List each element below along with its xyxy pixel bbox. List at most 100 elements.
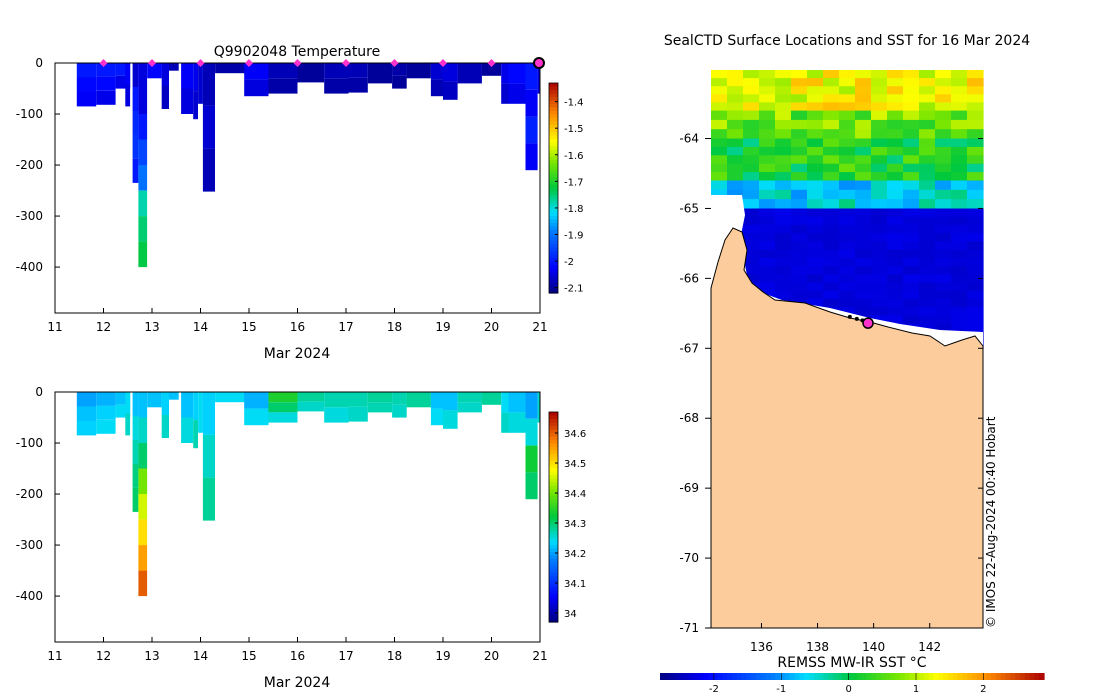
sst-cell-4-10-4 (775, 290, 792, 300)
sst-cell-2-2-9 (855, 155, 872, 165)
profile-cell-14-1 (244, 408, 269, 426)
sst-cell-2-1-9 (855, 146, 872, 156)
sst-cell-4-8-10 (871, 274, 888, 284)
sst-cell-1-2-9 (855, 129, 872, 140)
profile-cell-5-4 (138, 165, 148, 191)
sst-cell-4-5-4 (775, 249, 792, 259)
x-tick-label-11: 11 (47, 649, 62, 663)
profile-cell-15-0 (268, 392, 298, 403)
sst-cell-2-1-1 (727, 146, 744, 156)
profile-cell-20-0 (392, 392, 407, 405)
salinity-cells (76, 392, 540, 597)
colorbar-band-26 (549, 503, 558, 508)
colorbar-band-56 (549, 608, 558, 613)
temperature-panel: Q9902048 Temperature 11 12 13 14 15 16 17 18 19 2… (16, 44, 584, 362)
sst-cell-4-2-12 (903, 224, 920, 234)
temperature-x-label: Mar 2024 (264, 346, 331, 362)
x-tick-label-18: 18 (387, 320, 402, 334)
profile-cell-26-0 (501, 392, 509, 413)
sst-cell-0-1-3 (759, 78, 776, 87)
profile-cell-29-0 (537, 63, 540, 94)
x-tick-label-16: 16 (290, 649, 305, 663)
colorbar-frame (548, 411, 559, 623)
colorbar-band-22 (549, 489, 558, 494)
sst-cell-0-1-16 (967, 78, 984, 87)
profile-cell-4-4 (132, 158, 139, 183)
sst-cell-1-2-11 (887, 129, 904, 140)
sst-cell-0-0-0 (711, 70, 728, 79)
sst-colorbar-band-13 (722, 673, 728, 680)
sst-cell-1-0-2 (743, 110, 760, 121)
sst-cell-3-1-16 (967, 189, 984, 200)
sst-cell-4-11-8 (839, 298, 856, 308)
sst-cell-0-0-8 (839, 70, 856, 79)
sst-cell-0-4-10 (871, 102, 888, 112)
sst-cell-3-1-8 (839, 189, 856, 200)
profile-cell-1-2 (96, 90, 116, 105)
sst-colorbar-band-53 (914, 673, 920, 680)
profile-cell-7-1 (161, 415, 169, 438)
track-point-0 (847, 314, 852, 319)
x-tick-label-21: 21 (532, 649, 547, 663)
sst-cell-0-0-2 (743, 70, 760, 79)
sst-cell-4-5-3 (759, 249, 776, 259)
sst-cell-1-2-7 (823, 129, 840, 140)
sst-colorbar-band-57 (933, 673, 939, 680)
sst-cell-2-2-0 (711, 155, 728, 165)
sst-cell-4-13-11 (887, 315, 904, 325)
sst-cell-4-5-12 (903, 249, 920, 259)
sst-cell-1-0-16 (967, 110, 984, 121)
sst-cell-4-0-5 (791, 208, 808, 218)
profile-cell-1-1 (96, 405, 116, 420)
sst-cell-0-1-14 (935, 78, 952, 87)
sst-cell-4-13-15 (951, 315, 968, 325)
sst-cell-0-4-9 (855, 102, 872, 112)
sst-cell-4-3-14 (935, 233, 952, 242)
sst-cell-3-0-6 (807, 180, 824, 191)
profile-cell-5-2 (138, 443, 148, 469)
sst-cell-1-0-7 (823, 110, 840, 121)
sst-cell-2-4-9 (855, 172, 872, 182)
sst-cell-1-0-10 (871, 110, 888, 121)
profile-cell-4-0 (132, 63, 139, 87)
sst-cell-4-12-13 (919, 307, 936, 316)
sst-cell-4-2-3 (759, 224, 776, 234)
colorbar-band-25 (549, 170, 558, 175)
sst-cell-4-10-7 (823, 290, 840, 300)
colorbar-band-48 (549, 580, 558, 585)
sst-cell-1-1-6 (807, 119, 824, 130)
sst-cell-4-9-10 (871, 282, 888, 292)
colorbar-band-35 (549, 534, 558, 539)
sst-cell-3-2-12 (903, 199, 920, 209)
sst-cell-4-14-16 (967, 323, 984, 333)
sst-cell-4-4-12 (903, 241, 920, 251)
sst-cell-1-0-5 (791, 110, 808, 121)
colorbar-band-59 (549, 618, 558, 623)
current-position-marker (533, 57, 545, 69)
profile-cell-0-0 (76, 63, 97, 78)
sst-cell-0-1-1 (727, 78, 744, 87)
sst-cell-4-6-12 (903, 257, 920, 267)
profile-cell-15-2 (268, 412, 298, 423)
sst-cell-2-0-1 (727, 138, 744, 148)
profile-cell-12-0 (202, 63, 215, 106)
sst-cell-3-0-4 (775, 180, 792, 191)
sst-cell-3-2-2 (743, 199, 760, 209)
colorbar-band-5 (549, 429, 558, 434)
profile-cell-23-0 (443, 392, 458, 411)
profile-cell-28-2 (525, 116, 538, 144)
map-x-tick-label-136: 136 (750, 640, 773, 654)
colorbar-band-38 (549, 216, 558, 221)
sst-cell-4-7-5 (791, 266, 808, 275)
sst-colorbar-band-19 (751, 673, 757, 680)
sst-cell-2-1-6 (807, 146, 824, 156)
sst-cell-0-0-6 (807, 70, 824, 79)
profile-cell-3-0 (125, 392, 131, 414)
profile-cell-14-1 (244, 79, 269, 97)
sst-cell-4-9-16 (967, 282, 984, 292)
sst-cell-1-0-14 (935, 110, 952, 121)
sst-cell-2-1-7 (823, 146, 840, 156)
sst-cell-2-3-15 (951, 163, 968, 173)
sst-cell-2-0-2 (743, 138, 760, 148)
sst-cell-0-1-4 (775, 78, 792, 87)
